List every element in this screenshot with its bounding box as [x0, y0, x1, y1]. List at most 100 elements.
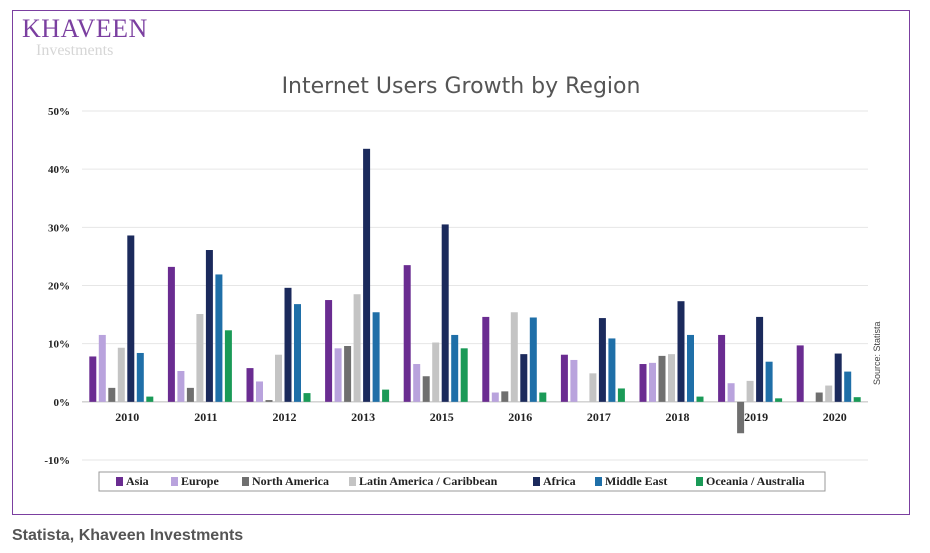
bar — [372, 312, 380, 402]
chart-frame — [12, 10, 910, 515]
y-tick-label: 40% — [48, 164, 70, 176]
bar — [382, 389, 390, 402]
bar — [256, 381, 263, 402]
bar — [520, 354, 528, 402]
bar — [718, 334, 726, 402]
bar — [432, 342, 440, 402]
bars — [89, 148, 861, 434]
legend-box — [98, 471, 826, 492]
legend-label: Middle East — [605, 474, 667, 488]
bar — [825, 385, 833, 402]
legend-label: Africa — [543, 474, 576, 488]
bar — [765, 361, 773, 402]
bar — [275, 354, 282, 402]
legend-label: Latin America / Caribbean — [359, 474, 498, 488]
y-tick-label: 10% — [48, 339, 70, 351]
y-axis-ticks: -10% 0% 10% 20% 30% 40% 50% — [44, 106, 70, 467]
bar — [413, 364, 421, 402]
bar — [658, 355, 666, 402]
x-axis-labels: 2010 2011 2012 2013 2015 2016 2017 2018 2019 2020 — [115, 410, 846, 424]
bar — [117, 347, 125, 402]
gridlines — [82, 110, 868, 461]
logo-text: KHAVEEN — [22, 14, 148, 43]
bar — [403, 265, 411, 402]
bar — [344, 345, 352, 402]
bar — [334, 348, 342, 402]
x-tick-label: 2017 — [587, 410, 611, 424]
bar — [363, 148, 371, 402]
legend-swatch — [595, 477, 602, 486]
bar — [353, 294, 361, 402]
legend-swatch — [116, 477, 123, 486]
y-tick-label: 30% — [48, 222, 70, 234]
legend-swatch — [696, 477, 703, 486]
bar — [746, 380, 754, 402]
x-tick-label: 2020 — [823, 410, 847, 424]
chart-title: Internet Users Growth by Region — [282, 74, 641, 99]
bar — [127, 235, 135, 402]
logo-subtext: Investments — [36, 42, 114, 59]
bar — [246, 368, 254, 402]
bar — [460, 348, 468, 402]
legend-label: Oceania / Australia — [706, 474, 805, 488]
legend-label: Asia — [126, 474, 149, 488]
x-tick-label: 2018 — [666, 410, 690, 424]
bar — [677, 301, 685, 402]
bar — [775, 398, 783, 402]
legend: Asia Europe North America Latin America / C… — [116, 474, 805, 488]
bar — [639, 364, 647, 402]
x-tick-label: 2016 — [508, 410, 532, 424]
image-caption: Statista, Khaveen Investments — [12, 527, 244, 544]
bar — [589, 373, 597, 402]
bar — [451, 334, 459, 402]
bar — [177, 371, 185, 402]
bar — [510, 312, 518, 402]
bar — [136, 352, 144, 402]
y-tick-label: 50% — [48, 106, 70, 118]
bar — [815, 392, 823, 402]
bar — [539, 392, 547, 402]
bar — [167, 266, 175, 402]
bar — [737, 401, 745, 434]
legend-swatch — [533, 477, 540, 486]
x-tick-label: 2013 — [351, 410, 375, 424]
bar — [853, 397, 861, 402]
bar — [146, 396, 154, 402]
bar — [215, 274, 223, 402]
bar — [501, 391, 509, 402]
bar — [482, 316, 490, 402]
bar — [668, 354, 675, 402]
bar — [727, 383, 735, 402]
legend-swatch — [242, 477, 249, 486]
bar — [598, 318, 606, 402]
bar — [617, 388, 625, 402]
x-tick-label: 2015 — [430, 410, 454, 424]
x-tick-label: 2019 — [744, 410, 768, 424]
bar — [796, 345, 804, 402]
bar — [325, 300, 333, 402]
bar — [687, 334, 694, 402]
x-tick-label: 2011 — [194, 410, 217, 424]
bar — [284, 287, 292, 402]
bar — [98, 334, 106, 402]
bar — [560, 354, 568, 402]
x-tick-label: 2010 — [115, 410, 139, 424]
y-tick-label: 20% — [48, 281, 70, 293]
bar — [303, 393, 311, 402]
bar — [491, 392, 499, 402]
bar — [608, 338, 616, 402]
legend-label: North America — [252, 474, 329, 488]
bar — [696, 396, 704, 402]
legend-swatch — [171, 477, 178, 486]
legend-swatch — [349, 477, 356, 486]
bar — [224, 330, 232, 402]
bar — [196, 314, 204, 402]
bar — [834, 353, 842, 402]
x-tick-label: 2012 — [273, 410, 297, 424]
bar — [529, 317, 537, 402]
bar — [294, 304, 301, 402]
bar — [89, 356, 97, 402]
bar — [422, 376, 430, 402]
bar — [186, 387, 194, 402]
y-tick-label: -10% — [44, 455, 70, 467]
